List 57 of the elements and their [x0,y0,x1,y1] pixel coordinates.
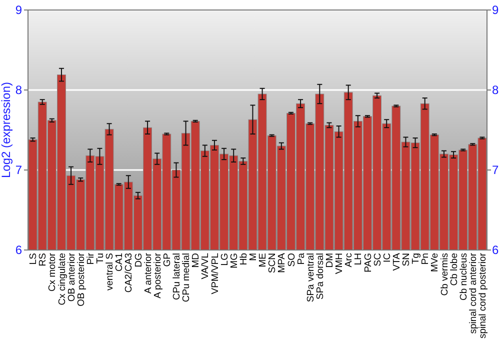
x-tick-label: MPA [276,252,288,273]
x-tick-label: VPM/VPL [210,253,221,294]
y2-tick-label: 8 [492,83,499,98]
y-tick-label: 7 [15,163,22,178]
x-tick-label: Cx motor [47,253,58,292]
x-tick-label: OB anterior [66,253,78,302]
x-tick-label: Tg [410,253,422,264]
x-tick-label: A anterior [142,253,154,294]
x-tick-label: CPu lateral [172,253,183,300]
y2-tick-label: 6 [492,243,499,258]
x-tick-label: SCN [267,252,278,274]
y2-tick-label: 7 [492,163,499,178]
x-tick-label: Pir [85,253,96,265]
x-tick-label: LH [353,252,364,266]
y-axis-title: Log2 (expression) [0,82,13,178]
x-tick-label: VMH [334,252,346,274]
x-tick-label: Pa [296,252,307,265]
x-tick-label: Arc [344,252,355,268]
x-tick-label: OB posterior [76,253,87,306]
x-tick-label: ME [258,253,269,268]
x-tick-label: MG [228,253,240,268]
x-tick-label: LG [219,253,230,266]
x-tick-label: SC [372,252,384,266]
x-tick-label: Cx cingulate [56,253,68,306]
x-tick-label: Hb [238,253,250,266]
x-tick-label: CA2/CA3 [124,253,135,293]
x-tick-label: ventral S [104,253,116,290]
x-tick-label: A posterior [152,253,164,298]
x-tick-label: PAG [362,253,374,272]
x-tick-label: spinal cord posterior [478,253,489,339]
x-tick-label: DG [133,253,144,268]
y-tick-label: 6 [15,243,22,258]
x-tick-label: VA/VL [200,253,212,280]
y2-tick-label: 9 [492,3,499,18]
x-tick-label: SN [401,252,412,266]
x-tick-label: Tu [95,253,106,264]
x-tick-label: Cb nucleus [458,252,470,301]
y-tick-label: 9 [15,3,22,18]
x-tick-label: SO [286,253,298,267]
x-tick-label: MVe [430,253,441,272]
x-tick-label: RS [38,253,49,266]
x-tick-label: CA1 [114,253,126,272]
x-tick-label: Cb vermis [439,252,450,296]
y-tick-label: 8 [15,83,22,98]
x-tick-label: Cb lobe [448,253,460,286]
x-tick-label: IC [382,252,393,262]
x-tick-label: DM [324,252,336,268]
x-tick-label: CPu medial [181,253,192,302]
x-tick-label: spinal cord anterior [468,253,479,334]
x-tick-label: Pn [420,253,432,265]
x-tick-label: SPa dorsal [314,253,326,300]
x-tick-label: MD [190,252,202,268]
x-tick-label: GP [162,253,173,267]
x-tick-label: VTA [391,252,402,271]
x-tick-label: LS [28,253,40,265]
x-tick-label: SPa ventral [305,253,316,302]
x-tick-label: M [248,252,260,261]
